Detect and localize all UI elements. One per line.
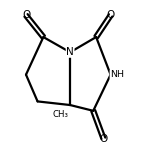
Text: O: O [22,10,30,20]
Text: O: O [106,10,115,20]
Text: CH₃: CH₃ [53,110,69,119]
Text: N: N [66,47,74,57]
Text: O: O [99,134,107,144]
Text: NH: NH [110,70,124,79]
